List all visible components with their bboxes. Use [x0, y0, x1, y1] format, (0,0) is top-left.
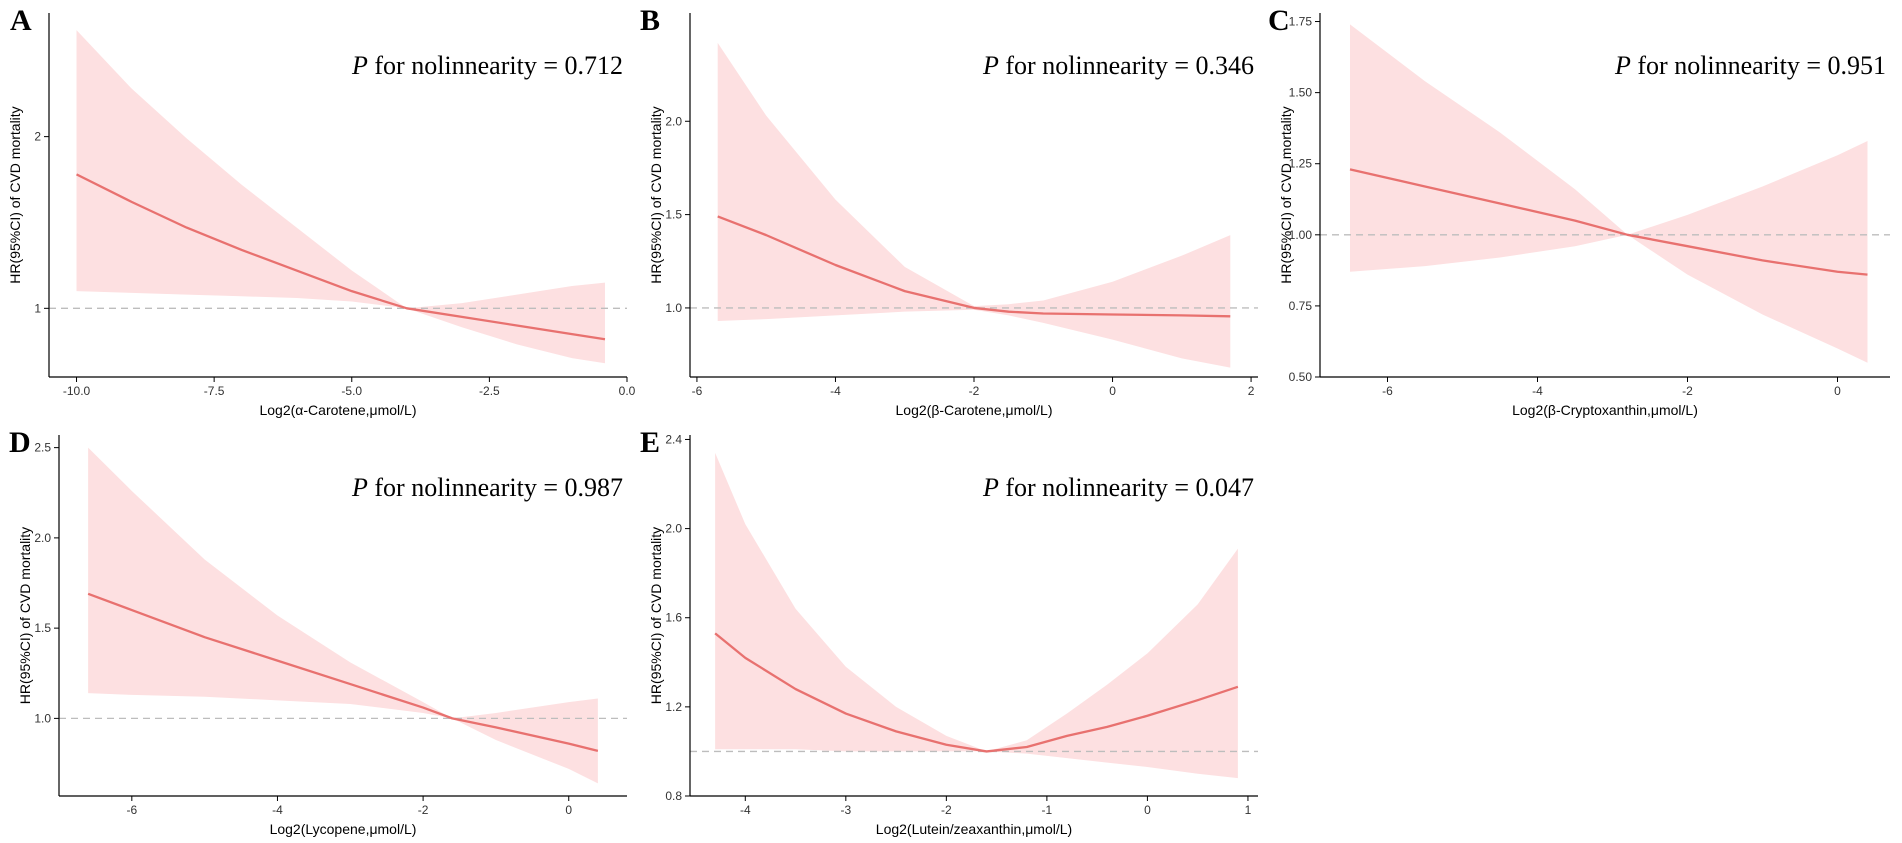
- p-value-annotation: P for nolinnearity = 0.951: [1614, 51, 1886, 80]
- x-tick-label: 0: [1834, 384, 1841, 398]
- p-symbol: P: [351, 51, 368, 80]
- x-tick-label: 0: [1109, 384, 1116, 398]
- x-axis-label: Log2(Lycopene,μmol/L): [270, 821, 417, 837]
- x-tick-label: -6: [1382, 384, 1393, 398]
- x-tick-label: 2: [1248, 384, 1255, 398]
- x-tick-label: -6: [692, 384, 703, 398]
- y-tick-label: 0.50: [1289, 370, 1313, 384]
- y-tick-label: 1.25: [1289, 157, 1313, 171]
- p-symbol: P: [351, 473, 368, 502]
- panel-c: C -6 -4 -2 0 0.50 0.75 1.00 1.25 1.50 1.75 Log2(β-…: [1268, 4, 1890, 418]
- x-tick-label: -2: [969, 384, 980, 398]
- hr-curve: [714, 632, 1239, 753]
- x-tick-label: -4: [272, 803, 283, 817]
- p-symbol: P: [1614, 51, 1631, 80]
- x-tick-label: -2: [941, 803, 952, 817]
- hr-curve: [717, 215, 1231, 318]
- y-axis-label: HR(95%CI) of CVD mortality: [648, 106, 664, 283]
- y-tick-label: 1: [34, 301, 41, 315]
- p-value-text: for nolinnearity = 0.951: [1631, 51, 1886, 80]
- x-tick-label: -3: [840, 803, 851, 817]
- y-tick-label: 2: [34, 130, 41, 144]
- y-tick-label: 1.50: [1289, 86, 1313, 100]
- ci-band: [717, 42, 1231, 368]
- hr-curve: [1349, 168, 1868, 276]
- y-tick-label: 2.0: [665, 522, 682, 536]
- x-axis-label: Log2(Lutein/zeaxanthin,μmol/L): [876, 821, 1072, 837]
- ci-band: [88, 447, 598, 784]
- y-axis-label: HR(95%CI) of CVD mortality: [648, 527, 664, 704]
- panel-letter: D: [9, 426, 31, 459]
- y-tick-label: 2.0: [665, 114, 682, 128]
- x-tick-label: -10.0: [63, 384, 91, 398]
- y-tick-label: 2.5: [34, 441, 51, 455]
- y-tick-label: 1.2: [665, 700, 682, 714]
- panel-letter: E: [640, 426, 660, 459]
- x-tick-label: -4: [830, 384, 841, 398]
- y-axis-label: HR(95%CI) of CVD mortality: [7, 106, 23, 283]
- p-value-annotation: P for nolinnearity = 0.346: [982, 51, 1254, 80]
- x-tick-label: -2: [1682, 384, 1693, 398]
- p-symbol: P: [982, 473, 999, 502]
- x-tick-label: 0: [1144, 803, 1151, 817]
- p-value-annotation: P for nolinnearity = 0.047: [982, 473, 1254, 502]
- x-tick-label: -1: [1042, 803, 1053, 817]
- p-value-text: for nolinnearity = 0.346: [999, 51, 1254, 80]
- ci-band: [715, 452, 1238, 779]
- p-value-annotation: P for nolinnearity = 0.712: [351, 51, 623, 80]
- y-tick-label: 1.0: [34, 711, 51, 725]
- x-tick-label: -2: [418, 803, 429, 817]
- x-tick-label: -4: [1532, 384, 1543, 398]
- p-value-annotation: P for nolinnearity = 0.987: [351, 473, 623, 502]
- y-tick-label: 1.5: [665, 208, 682, 222]
- p-value-text: for nolinnearity = 0.712: [368, 51, 623, 80]
- y-tick-label: 0.8: [665, 789, 682, 803]
- hr-curve: [76, 173, 606, 341]
- y-tick-label: 2.0: [34, 531, 51, 545]
- y-tick-label: 1.0: [665, 301, 682, 315]
- y-tick-label: 0.75: [1289, 299, 1313, 313]
- y-tick-label: 1.5: [34, 621, 51, 635]
- hr-curve: [87, 592, 599, 752]
- x-tick-label: 0: [565, 803, 572, 817]
- x-tick-label: -6: [126, 803, 137, 817]
- panel-e: E -4 -3 -2 -1 0 1 0.8 1.2 1.6 2.0 2.4 Log2(Lutein/z…: [640, 426, 1258, 837]
- x-tick-label: -2.5: [479, 384, 500, 398]
- x-tick-label: -7.5: [204, 384, 225, 398]
- y-tick-label: 1.6: [665, 611, 682, 625]
- p-value-text: for nolinnearity = 0.047: [999, 473, 1254, 502]
- panel-a: A -10.0 -7.5 -5.0 -2.5 0.0 1 2 Log2(α-Carotene,…: [7, 4, 636, 418]
- x-tick-label: 1: [1245, 803, 1252, 817]
- panel-letter: A: [10, 4, 32, 37]
- p-value-text: for nolinnearity = 0.987: [368, 473, 623, 502]
- x-tick-label: -4: [740, 803, 751, 817]
- p-symbol: P: [982, 51, 999, 80]
- x-axis-label: Log2(β-Carotene,μmol/L): [896, 402, 1053, 418]
- panel-d: D -6 -4 -2 0 1.0 1.5 2.0 2.5 Log2(Lycopene,μmol/…: [9, 426, 627, 837]
- panel-letter: B: [640, 4, 660, 37]
- y-tick-label: 2.4: [665, 432, 682, 446]
- panel-b: B -6 -4 -2 0 2 1.0 1.5 2.0 Log2(β-Carotene,μmol/…: [640, 4, 1258, 418]
- panel-letter: C: [1268, 4, 1290, 37]
- x-axis-label: Log2(α-Carotene,μmol/L): [259, 402, 416, 418]
- y-axis-label: HR(95%CI) of CVD mortality: [1278, 106, 1294, 283]
- y-axis-label: HR(95%CI) of CVD mortality: [17, 527, 33, 704]
- x-tick-label: 0.0: [619, 384, 636, 398]
- x-axis-label: Log2(β-Cryptoxanthin,μmol/L): [1512, 402, 1698, 418]
- y-tick-label: 1.75: [1289, 15, 1313, 29]
- ci-band: [1350, 24, 1868, 363]
- y-tick-label: 1.00: [1289, 228, 1313, 242]
- ci-band: [76, 30, 605, 364]
- x-tick-label: -5.0: [341, 384, 362, 398]
